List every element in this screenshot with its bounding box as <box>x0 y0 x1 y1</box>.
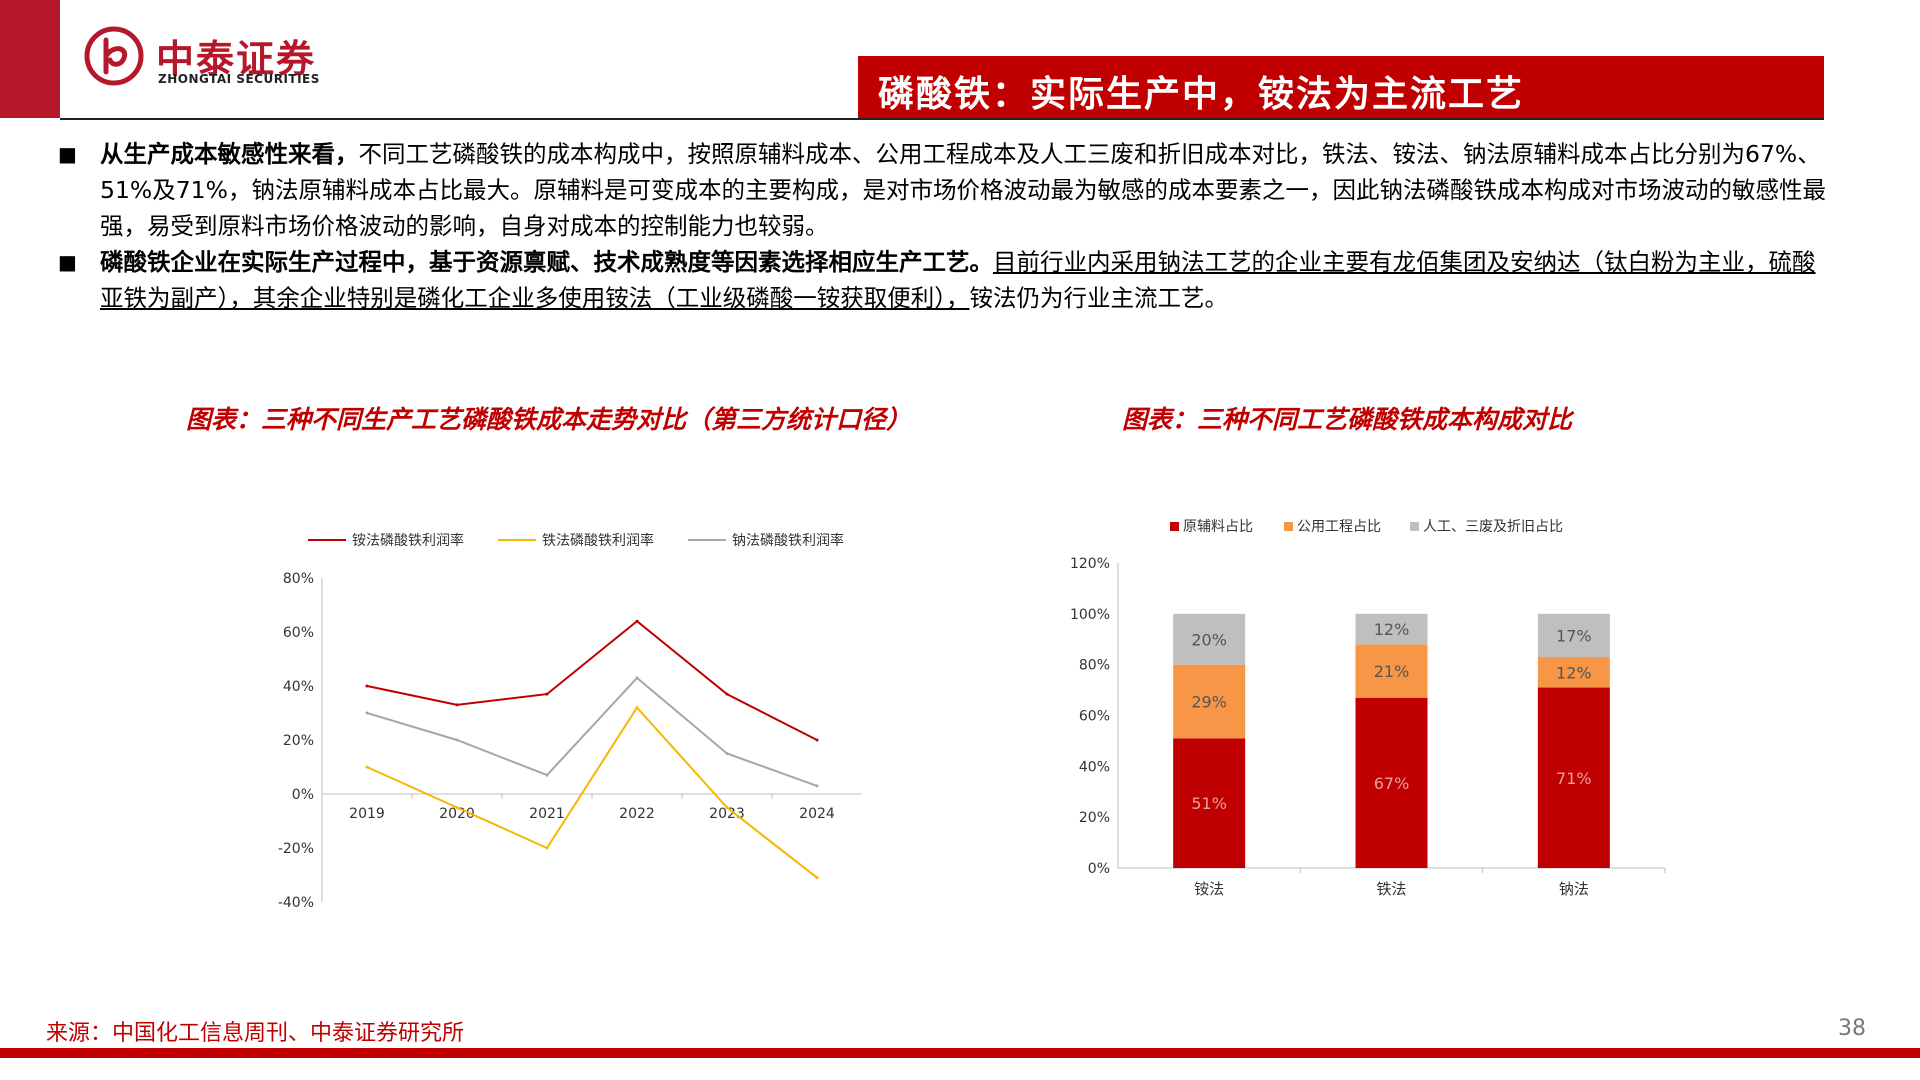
x-tick-label: 2023 <box>709 806 745 822</box>
y-tick-label: 40% <box>283 679 314 695</box>
y-tick-label: 120% <box>1070 556 1110 572</box>
zhongtai-logo-icon <box>84 26 144 86</box>
bar-segment <box>1537 613 1610 658</box>
legend-swatch <box>1410 522 1419 531</box>
legend-label: 原辅料占比 <box>1183 519 1253 535</box>
paragraph-2-lead: 磷酸铁企业在实际生产过程中，基于资源禀赋、技术成熟度等因素选择相应生产工艺。 <box>100 248 993 276</box>
bar-segment <box>1355 613 1428 645</box>
bullet-square-icon: ■ <box>58 250 77 274</box>
body-text: ■ 从生产成本敏感性来看，不同工艺磷酸铁的成本构成中，按照原辅料成本、公用工程成… <box>58 136 1828 316</box>
y-tick-label: 0% <box>292 787 314 803</box>
bar-segment <box>1173 613 1246 665</box>
legend-label: 钠法磷酸铁利润率 <box>732 532 844 549</box>
legend-label: 人工、三废及折旧占比 <box>1423 519 1563 535</box>
y-tick-label: 100% <box>1070 607 1110 623</box>
stacked-bar-chart-cost-structure: 原辅料占比 公用工程占比 人工、三废及折旧占比 120% 100% 80% 60% 40% 20… <box>1070 519 1666 898</box>
bar-segment <box>1355 697 1428 868</box>
line-chart-profit-margin: 铵法磷酸铁利润率 铁法磷酸铁利润率 钠法磷酸铁利润率 80% 60% 40% 20% 0% -2… <box>278 532 862 911</box>
left-chart-caption: 图表：三种不同生产工艺磷酸铁成本走势对比（第三方统计口径） <box>186 405 912 434</box>
data-point <box>545 692 549 696</box>
data-point <box>635 619 639 623</box>
data-label: 29% <box>1191 693 1227 712</box>
legend-label: 公用工程占比 <box>1297 519 1381 535</box>
legend-label: 铵法磷酸铁利润率 <box>352 532 464 549</box>
bar-segment <box>1537 687 1610 868</box>
logo-chinese-name: 中泰证券 <box>156 37 317 81</box>
legend-swatch <box>1284 522 1293 531</box>
footer-bar <box>0 1048 1920 1058</box>
bar-segment <box>1173 738 1246 868</box>
data-point <box>365 765 369 769</box>
series-line-2 <box>366 705 818 879</box>
bar-segment <box>1173 664 1246 739</box>
y-tick-label: 40% <box>1079 759 1110 775</box>
data-point <box>545 773 549 777</box>
x-tick-label: 2020 <box>439 806 475 822</box>
x-tick-label: 2024 <box>799 806 835 822</box>
legend-label: 铁法磷酸铁利润率 <box>542 532 654 549</box>
y-tick-label: 20% <box>1079 810 1110 826</box>
logo: 中泰证券 ZHONGTAI SECURITIES <box>84 26 344 92</box>
paragraph-2-tail: 铵法仍为行业主流工艺。 <box>969 284 1229 312</box>
x-tick-label: 铵法 <box>1194 880 1224 898</box>
series-line-3 <box>366 676 818 787</box>
data-point <box>815 784 819 788</box>
y-tick-label: 20% <box>283 733 314 749</box>
data-point <box>815 876 819 880</box>
data-point <box>365 711 369 715</box>
data-point <box>455 738 459 742</box>
x-tick-label: 2019 <box>349 806 385 822</box>
source-note: 来源：中国化工信息周刊、中泰证券研究所 <box>46 1021 465 1046</box>
paragraph-1: ■ 从生产成本敏感性来看，不同工艺磷酸铁的成本构成中，按照原辅料成本、公用工程成… <box>58 136 1828 244</box>
data-point <box>545 846 549 850</box>
data-point <box>635 706 639 710</box>
page-number: 38 <box>1838 1016 1866 1041</box>
data-label: 20% <box>1191 630 1227 649</box>
y-tick-label: 80% <box>1079 658 1110 674</box>
data-point <box>365 684 369 688</box>
right-chart-caption: 图表：三种不同工艺磷酸铁成本构成对比 <box>1122 405 1573 434</box>
paragraph-2: ■ 磷酸铁企业在实际生产过程中，基于资源禀赋、技术成熟度等因素选择相应生产工艺。… <box>58 244 1828 316</box>
bullet-square-icon: ■ <box>58 142 77 166</box>
data-point <box>635 676 639 680</box>
y-tick-label: 60% <box>1079 709 1110 725</box>
data-point <box>725 806 729 809</box>
y-tick-label: -20% <box>278 841 314 857</box>
bar-segment <box>1537 657 1610 688</box>
x-tick-label: 2021 <box>529 806 565 822</box>
paragraph-1-lead: 从生产成本敏感性来看， <box>100 140 359 168</box>
data-label: 21% <box>1374 662 1410 681</box>
y-tick-label: 80% <box>283 571 314 587</box>
paragraph-1-text: 不同工艺磷酸铁的成本构成中，按照原辅料成本、公用工程成本及人工三废和折旧成本对比… <box>100 140 1826 240</box>
data-label: 71% <box>1556 769 1592 788</box>
data-label: 51% <box>1191 794 1227 813</box>
x-tick-label: 铁法 <box>1376 880 1406 898</box>
data-label: 12% <box>1374 620 1410 639</box>
paragraph-2-underlined: 目前行业内采用钠法工艺的企业主要有龙佰集团及安纳达（钛白粉为主业，硫酸亚铁为副产… <box>100 248 1816 312</box>
y-tick-label: 0% <box>1088 861 1110 877</box>
data-label: 17% <box>1556 626 1592 645</box>
data-point <box>455 703 459 707</box>
bar-segment <box>1355 644 1428 698</box>
logo-english-name: ZHONGTAI SECURITIES <box>158 72 320 86</box>
series-line-1 <box>366 619 818 741</box>
header-divider <box>60 118 1824 120</box>
y-tick-label: -40% <box>278 895 314 911</box>
data-label: 12% <box>1556 663 1592 682</box>
y-tick-label: 60% <box>283 625 314 641</box>
x-tick-label: 钠法 <box>1559 880 1589 898</box>
data-point <box>455 806 459 809</box>
title-banner: 磷酸铁：实际生产中，铵法为主流工艺 <box>858 56 1824 120</box>
x-tick-label: 2022 <box>619 806 655 822</box>
left-accent-bar <box>0 0 60 118</box>
data-point <box>725 752 729 755</box>
page-title: 磷酸铁：实际生产中，铵法为主流工艺 <box>878 74 1525 115</box>
data-point <box>725 692 729 696</box>
legend-swatch <box>1170 522 1179 531</box>
data-label: 67% <box>1374 774 1410 793</box>
data-point <box>815 738 819 742</box>
